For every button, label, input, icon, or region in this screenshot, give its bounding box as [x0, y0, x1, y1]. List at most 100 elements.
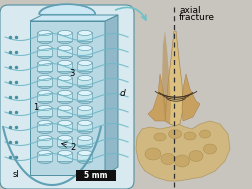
Ellipse shape [184, 132, 196, 140]
Ellipse shape [58, 39, 72, 43]
FancyBboxPatch shape [38, 63, 52, 71]
Ellipse shape [38, 60, 52, 66]
Ellipse shape [38, 39, 52, 43]
Ellipse shape [58, 136, 72, 140]
Polygon shape [148, 74, 166, 121]
Ellipse shape [78, 129, 92, 133]
Ellipse shape [38, 150, 52, 156]
FancyBboxPatch shape [38, 47, 52, 57]
FancyBboxPatch shape [57, 33, 73, 42]
Ellipse shape [78, 75, 92, 81]
Ellipse shape [58, 129, 72, 133]
Ellipse shape [58, 84, 72, 88]
FancyBboxPatch shape [78, 108, 92, 116]
Ellipse shape [38, 75, 52, 81]
FancyBboxPatch shape [38, 33, 52, 42]
Ellipse shape [78, 46, 92, 50]
Ellipse shape [58, 68, 72, 74]
Ellipse shape [38, 46, 52, 50]
Ellipse shape [58, 60, 72, 66]
Polygon shape [30, 21, 105, 175]
Ellipse shape [78, 30, 92, 36]
Text: 5 mm: 5 mm [84, 171, 108, 180]
FancyBboxPatch shape [78, 153, 92, 161]
Ellipse shape [78, 84, 92, 88]
Ellipse shape [154, 133, 166, 141]
FancyBboxPatch shape [76, 170, 116, 181]
Polygon shape [136, 121, 230, 181]
Polygon shape [182, 74, 200, 121]
Ellipse shape [58, 143, 72, 149]
Ellipse shape [174, 155, 190, 167]
Text: axial: axial [179, 6, 201, 15]
Ellipse shape [78, 150, 92, 156]
Ellipse shape [78, 114, 92, 119]
Ellipse shape [145, 148, 161, 160]
Ellipse shape [38, 91, 52, 95]
Ellipse shape [38, 105, 52, 111]
Ellipse shape [38, 143, 52, 149]
FancyBboxPatch shape [78, 138, 92, 146]
FancyBboxPatch shape [38, 92, 52, 101]
Ellipse shape [58, 30, 72, 36]
Polygon shape [162, 31, 171, 124]
Ellipse shape [161, 153, 175, 164]
Ellipse shape [58, 105, 72, 111]
Text: 3: 3 [69, 70, 75, 78]
Ellipse shape [78, 105, 92, 111]
Ellipse shape [78, 53, 92, 59]
FancyBboxPatch shape [57, 138, 73, 146]
Ellipse shape [78, 60, 92, 66]
Ellipse shape [58, 150, 72, 156]
FancyBboxPatch shape [38, 122, 52, 132]
Ellipse shape [58, 46, 72, 50]
Ellipse shape [200, 130, 210, 138]
Ellipse shape [78, 136, 92, 140]
Text: 2: 2 [70, 143, 75, 152]
FancyBboxPatch shape [78, 92, 92, 101]
Ellipse shape [78, 121, 92, 125]
Ellipse shape [38, 114, 52, 119]
Ellipse shape [58, 121, 72, 125]
FancyBboxPatch shape [38, 138, 52, 146]
Ellipse shape [38, 129, 52, 133]
Ellipse shape [38, 136, 52, 140]
FancyBboxPatch shape [0, 5, 134, 189]
Ellipse shape [38, 121, 52, 125]
FancyBboxPatch shape [78, 77, 92, 87]
Ellipse shape [58, 159, 72, 163]
Text: fracture: fracture [179, 13, 215, 22]
Ellipse shape [38, 30, 52, 36]
Ellipse shape [78, 143, 92, 149]
Ellipse shape [58, 91, 72, 95]
Ellipse shape [169, 129, 181, 139]
Ellipse shape [78, 39, 92, 43]
Ellipse shape [78, 159, 92, 163]
FancyBboxPatch shape [78, 63, 92, 71]
Ellipse shape [58, 53, 72, 59]
Ellipse shape [204, 144, 216, 154]
Polygon shape [105, 15, 118, 175]
Ellipse shape [58, 98, 72, 104]
Ellipse shape [58, 75, 72, 81]
Ellipse shape [58, 114, 72, 119]
FancyBboxPatch shape [57, 63, 73, 71]
Ellipse shape [38, 68, 52, 74]
FancyBboxPatch shape [78, 47, 92, 57]
FancyBboxPatch shape [78, 33, 92, 42]
Text: 1: 1 [33, 102, 39, 112]
Polygon shape [165, 31, 183, 126]
Ellipse shape [78, 98, 92, 104]
Text: sl: sl [13, 170, 19, 179]
Ellipse shape [38, 53, 52, 59]
FancyBboxPatch shape [57, 108, 73, 116]
Ellipse shape [38, 98, 52, 104]
Polygon shape [30, 15, 118, 21]
FancyBboxPatch shape [57, 122, 73, 132]
FancyBboxPatch shape [57, 92, 73, 101]
Text: d: d [119, 90, 125, 98]
Ellipse shape [78, 91, 92, 95]
Ellipse shape [38, 84, 52, 88]
FancyBboxPatch shape [57, 47, 73, 57]
FancyBboxPatch shape [78, 122, 92, 132]
